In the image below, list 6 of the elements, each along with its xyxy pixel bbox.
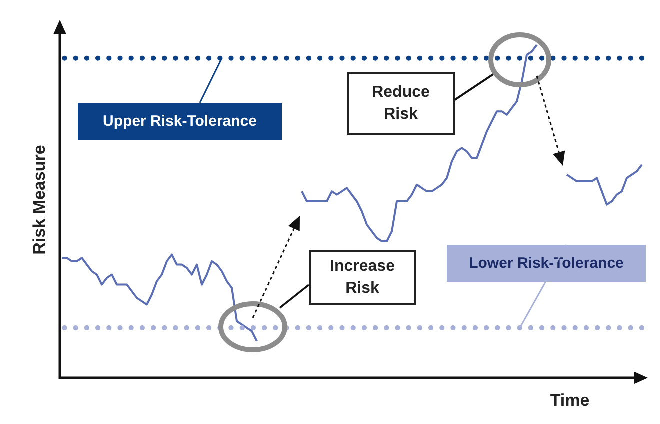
x-axis-title: Time: [549, 390, 591, 412]
y-axis-title: Risk Measure: [29, 144, 50, 257]
label-box: Upper Risk-Tolerance: [78, 103, 282, 140]
annotation: Increase Risk: [309, 250, 416, 305]
annotation: Reduce Risk: [347, 72, 455, 135]
label-box: Lower Risk-Tolerance: [447, 245, 646, 282]
